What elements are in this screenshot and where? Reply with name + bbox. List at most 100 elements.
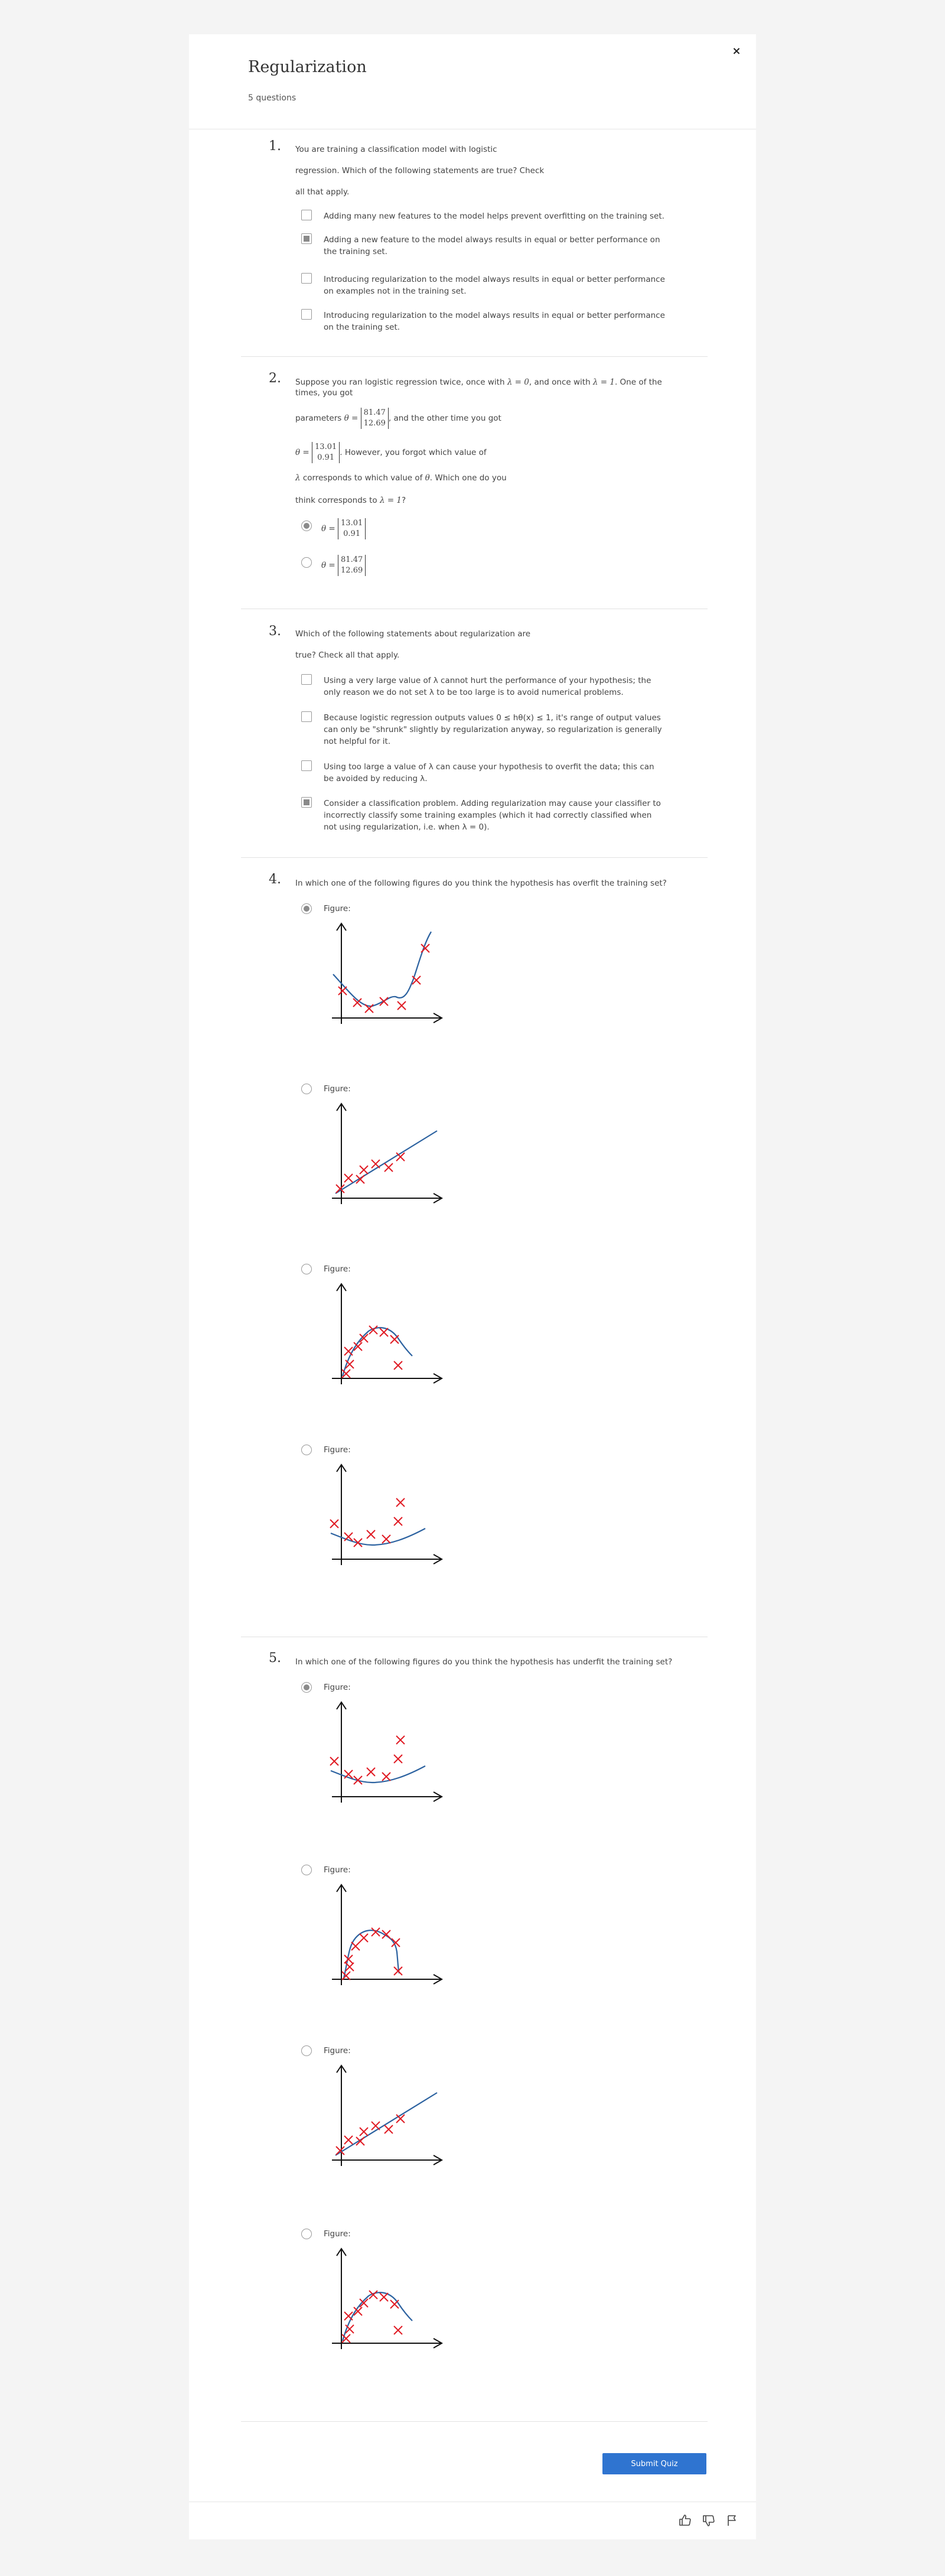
checkbox[interactable] (301, 233, 312, 244)
hypothesis-curve (343, 1930, 400, 1979)
quiz-title: Regularization (248, 58, 367, 76)
flag-icon[interactable] (725, 2513, 739, 2528)
option-text: Introducing regularization to the model … (324, 275, 665, 296)
training-example-mark (344, 2135, 353, 2145)
training-example-mark (371, 2121, 380, 2131)
question-prompt: λ corresponds to which value of θ. Which… (295, 473, 673, 483)
x-axis-arrow (433, 1193, 444, 1204)
question-divider (241, 857, 708, 858)
training-example-mark (330, 1519, 339, 1528)
checkbox[interactable] (301, 760, 312, 771)
radio-button[interactable] (301, 557, 312, 568)
question-prompt: think corresponds to λ = 1? (295, 495, 673, 506)
prompt-text: think corresponds to (295, 496, 380, 505)
theta-matrix: 81.47 12.69 (360, 408, 389, 429)
training-example-mark (335, 2146, 345, 2155)
radio-button[interactable] (301, 1264, 312, 1274)
training-example-mark (397, 1001, 406, 1010)
theta-math: θ = (344, 414, 359, 423)
figure-underfit (330, 1463, 444, 1565)
training-example-mark (341, 1369, 351, 1378)
training-example-mark (344, 1954, 353, 1964)
radio-button[interactable] (301, 521, 312, 531)
hypothesis-curve (333, 931, 432, 1007)
lambda-math: λ = 1 (379, 496, 402, 505)
question-count: 5 questions (248, 93, 296, 103)
question-prompt: all that apply. (295, 187, 350, 197)
training-example-mark (396, 1735, 405, 1745)
prompt-text: . One of the (614, 378, 662, 387)
radio-button[interactable] (301, 1865, 312, 1875)
close-icon[interactable]: × (732, 45, 741, 57)
training-example-mark (353, 998, 362, 1007)
y-axis-arrow (336, 1102, 347, 1111)
option-text: θ = 81.47 12.69 (321, 555, 664, 576)
checkbox[interactable] (301, 273, 312, 284)
figure-good-fit (332, 2248, 444, 2349)
thumbs-down-icon[interactable] (702, 2513, 716, 2528)
radio-button[interactable] (301, 2045, 312, 2056)
thumbs-up-icon[interactable] (678, 2513, 692, 2528)
lambda-math: λ = 0 (507, 378, 529, 387)
y-axis-arrow (336, 922, 347, 931)
theta-math: θ = (295, 448, 309, 457)
training-example-mark (421, 944, 430, 953)
training-example-mark (353, 1775, 363, 1785)
question-prompt: Suppose you ran logistic regression twic… (295, 377, 673, 388)
radio-button[interactable] (301, 903, 312, 914)
training-example-mark (359, 2298, 369, 2308)
x-axis-arrow (433, 1554, 444, 1565)
training-example-mark (390, 2299, 399, 2309)
lambda-math: λ (295, 473, 301, 483)
radio-button[interactable] (301, 1682, 312, 1693)
hypothesis-curve (330, 1765, 426, 1784)
training-example-mark (359, 2127, 369, 2136)
figure-label: Figure: (324, 1084, 351, 1094)
submit-quiz-button[interactable]: Submit Quiz (602, 2453, 706, 2474)
training-example-mark (356, 2136, 365, 2146)
checkbox[interactable] (301, 210, 312, 220)
theta-matrix: 13.01 0.91 (312, 442, 340, 463)
training-example-mark (353, 1538, 363, 1547)
checkbox[interactable] (301, 711, 312, 722)
training-example-mark (384, 1163, 393, 1172)
question-number: 1. (269, 139, 281, 154)
radio-button[interactable] (301, 1084, 312, 1094)
question-prompt: You are training a classification model … (295, 145, 497, 154)
radio-button[interactable] (301, 1445, 312, 1455)
hypothesis-curve (341, 2292, 413, 2341)
option-text: Using too large a value of λ can cause y… (324, 762, 654, 783)
hypothesis-curve (341, 1327, 413, 1377)
training-example-mark (351, 1941, 360, 1951)
y-axis-arrow (336, 1884, 347, 1892)
option-text: Using a very large value of λ cannot hur… (324, 676, 651, 697)
hypothesis-curve (335, 2092, 438, 2156)
y-axis-arrow (336, 1283, 347, 1292)
checkbox[interactable] (301, 674, 312, 685)
training-example-mark (371, 1927, 380, 1937)
training-example-mark (396, 1498, 405, 1507)
checkbox[interactable] (301, 309, 312, 320)
prompt-text: , and the other time you got (388, 414, 501, 423)
training-example-mark (364, 1004, 374, 1013)
theta-matrix: 13.01 0.91 (338, 518, 366, 539)
checkbox[interactable] (301, 797, 312, 808)
training-example-mark (345, 2324, 354, 2334)
figure-label: Figure: (324, 2046, 351, 2055)
figure-linear-fit (332, 2064, 444, 2166)
theta-math: θ (425, 473, 430, 483)
training-example-mark (379, 997, 389, 1006)
prompt-text: , and once with (529, 378, 593, 387)
option-text: Adding a new feature to the model always… (324, 235, 660, 256)
figure-label: Figure: (324, 2229, 351, 2239)
question-prompt: Which of the following statements about … (295, 629, 531, 639)
training-example-mark (345, 1962, 354, 1972)
training-example-mark (396, 1152, 405, 1162)
training-example-mark (345, 1359, 354, 1369)
training-example-mark (393, 1361, 403, 1370)
radio-button[interactable] (301, 2229, 312, 2239)
x-axis-arrow (433, 1974, 444, 1985)
prompt-text: . Which one do you (429, 473, 507, 483)
question-prompt: θ = 13.01 0.91. However, you forgot which… (295, 442, 673, 463)
training-example-mark (344, 1532, 353, 1541)
